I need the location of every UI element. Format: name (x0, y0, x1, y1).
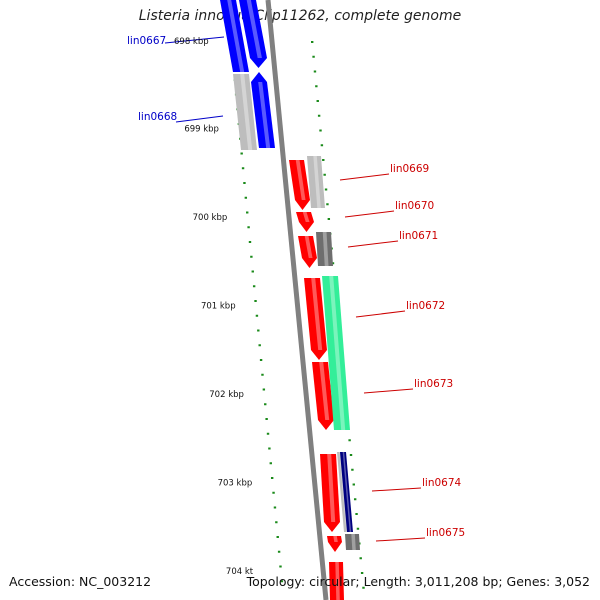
gene-green-track[interactable] (322, 276, 350, 430)
leader-lin0675 (375, 537, 426, 542)
position-label: 700 kbp (193, 213, 228, 223)
gene-gray-block[interactable] (233, 74, 257, 150)
position-label: 699 kbp (184, 125, 219, 135)
gene-label-lin0667[interactable]: lin0667 (127, 35, 166, 47)
leader-lin0672 (355, 310, 406, 318)
gene-label-lin0668[interactable]: lin0668 (138, 111, 177, 123)
gene-label-lin0671[interactable]: lin0671 (399, 230, 438, 242)
leader-lin0674 (371, 487, 422, 492)
position-label: 704 kt (226, 567, 254, 577)
gene-lin0668-arrow[interactable] (251, 72, 275, 148)
gene-lin0671-arrow[interactable] (298, 236, 317, 268)
position-label: 702 kbp (209, 390, 244, 400)
gene-label-lin0672[interactable]: lin0672 (406, 300, 445, 312)
gene-lin0669-arrow[interactable] (289, 160, 310, 210)
leader-lin0668 (175, 115, 224, 123)
accession-text: Accession: NC_003212 (9, 574, 152, 589)
gene-features (220, 0, 360, 600)
gene-lin0667-arrow[interactable] (239, 0, 267, 68)
gene-darkgray-track-a[interactable] (316, 232, 333, 266)
gene-navy-track[interactable] (340, 452, 353, 532)
gene-label-lin0670[interactable]: lin0670 (395, 200, 434, 212)
gene-lin0673-arrow[interactable] (312, 362, 334, 430)
gene-gray-track-a[interactable] (307, 156, 325, 208)
gene-lin0667-block[interactable] (220, 0, 249, 72)
gene-bottom-block[interactable] (329, 562, 344, 600)
gene-label-lin0674[interactable]: lin0674 (422, 477, 462, 489)
leader-lin0670 (344, 210, 395, 218)
leader-lin0671 (347, 240, 399, 248)
gene-label-lin0673[interactable]: lin0673 (414, 378, 453, 390)
backbone-line (265, 0, 329, 600)
gene-lin0670-arrow[interactable] (296, 212, 314, 232)
position-label: 698 kbp (174, 37, 209, 47)
gene-label-lin0669[interactable]: lin0669 (390, 163, 429, 175)
map-title: Listeria innocua Clip11262, complete gen… (138, 8, 462, 24)
genome-stats-text: Topology: circular; Length: 3,011,208 bp… (246, 574, 590, 589)
gene-lin0674-arrow[interactable] (320, 454, 340, 532)
gene-label-lin0675[interactable]: lin0675 (426, 527, 465, 539)
gene-darkgray-track-b[interactable] (345, 534, 360, 550)
gene-labels: lin0667 lin0668 lin0669 lin0670 lin0671 lin06… (127, 35, 465, 539)
leader-lin0673 (363, 388, 414, 394)
gene-lin0675-arrow[interactable] (327, 536, 342, 552)
leader-lin0667 (164, 36, 225, 44)
backbone (265, 0, 329, 600)
position-label: 701 kbp (201, 302, 236, 312)
position-label: 703 kbp (218, 479, 253, 489)
position-labels: 698 kbp 699 kbp 700 kbp 701 kbp 702 kbp 703 k… (174, 37, 254, 577)
gene-lin0672-arrow[interactable] (304, 278, 327, 360)
label-leaders (164, 36, 426, 542)
leader-lin0669 (339, 173, 390, 181)
